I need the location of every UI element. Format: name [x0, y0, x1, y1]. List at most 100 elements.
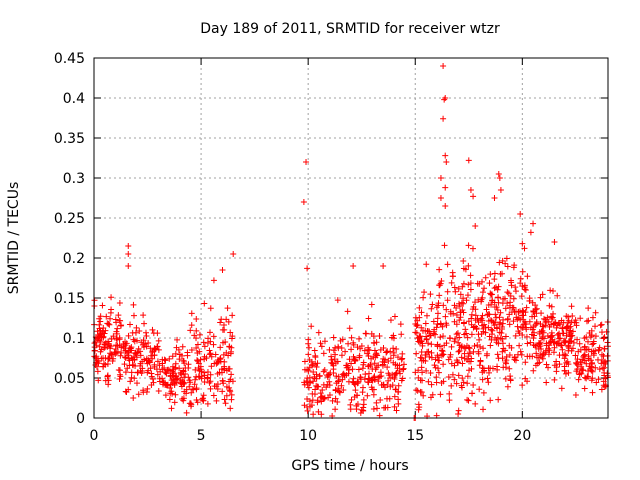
data-point [368, 330, 375, 337]
data-point [509, 304, 516, 311]
data-point [577, 358, 584, 365]
data-point [538, 310, 545, 317]
data-point [304, 396, 311, 403]
data-point [105, 338, 112, 345]
data-point [468, 311, 475, 318]
data-point [182, 364, 189, 371]
data-point [470, 303, 477, 310]
data-point [575, 376, 582, 383]
data-point [143, 333, 150, 340]
data-point [304, 378, 311, 385]
data-point [462, 266, 469, 273]
data-point [156, 378, 163, 385]
data-point [456, 334, 463, 341]
data-point [331, 356, 338, 363]
data-point [453, 357, 460, 364]
data-point [492, 284, 499, 291]
data-point [468, 365, 475, 372]
data-point [384, 404, 391, 411]
data-point [585, 338, 591, 345]
data-point [100, 324, 107, 331]
data-point [176, 365, 183, 372]
data-point [214, 359, 221, 366]
data-point [443, 320, 450, 327]
data-point [426, 353, 433, 360]
data-point [356, 335, 363, 342]
data-point [492, 311, 499, 318]
data-point [374, 405, 381, 412]
data-point [489, 327, 496, 334]
data-point [519, 382, 526, 389]
data-point [387, 317, 394, 324]
data-point [458, 299, 465, 306]
data-point [543, 361, 550, 368]
data-point [106, 321, 113, 328]
data-point [603, 328, 610, 335]
data-point [554, 322, 561, 329]
data-point [436, 292, 443, 299]
data-point [504, 315, 511, 322]
data-point [601, 345, 608, 352]
data-point [591, 350, 598, 357]
data-point [587, 357, 594, 364]
data-point [493, 314, 500, 321]
data-point [380, 344, 387, 351]
data-point [436, 282, 443, 289]
data-point [342, 348, 349, 355]
data-point [304, 381, 311, 388]
data-point [141, 356, 148, 363]
data-point [370, 405, 377, 412]
data-point [442, 313, 449, 320]
data-point [423, 261, 430, 268]
data-point [125, 251, 132, 257]
data-point [517, 348, 524, 355]
data-point [387, 348, 394, 355]
data-point [206, 347, 213, 354]
data-point [561, 339, 568, 346]
data-point [166, 396, 173, 403]
data-point [348, 334, 355, 341]
data-point [455, 339, 462, 346]
data-point [192, 376, 199, 383]
data-point [301, 379, 308, 386]
data-point [524, 273, 531, 280]
data-point [510, 318, 517, 325]
data-point [567, 333, 574, 340]
data-point [494, 307, 501, 314]
data-point [463, 297, 470, 304]
data-point [207, 371, 214, 378]
data-point [519, 268, 526, 275]
data-point [332, 395, 339, 402]
data-point [308, 323, 315, 330]
data-point [546, 302, 553, 309]
data-point [200, 339, 207, 346]
data-point [488, 326, 495, 333]
data-point [391, 403, 398, 410]
data-point [572, 352, 579, 359]
data-point [471, 343, 478, 350]
data-point [149, 326, 156, 333]
data-point [497, 319, 504, 326]
data-point [340, 386, 347, 393]
data-point [533, 350, 540, 357]
data-point [457, 309, 464, 316]
data-point [451, 338, 458, 345]
y-tick-label: 0.05 [54, 371, 85, 387]
data-point [91, 347, 98, 354]
data-point [427, 370, 434, 377]
data-point [107, 309, 114, 316]
data-point [449, 371, 456, 378]
data-point [595, 347, 602, 354]
data-point [382, 384, 389, 391]
data-point [550, 287, 557, 294]
data-point [598, 386, 605, 393]
data-point [445, 373, 452, 380]
data-point [583, 360, 590, 367]
data-point [455, 285, 462, 292]
data-point [100, 333, 107, 340]
data-point [392, 386, 399, 393]
data-point [395, 382, 402, 389]
data-point [114, 325, 121, 332]
data-point [564, 358, 571, 365]
